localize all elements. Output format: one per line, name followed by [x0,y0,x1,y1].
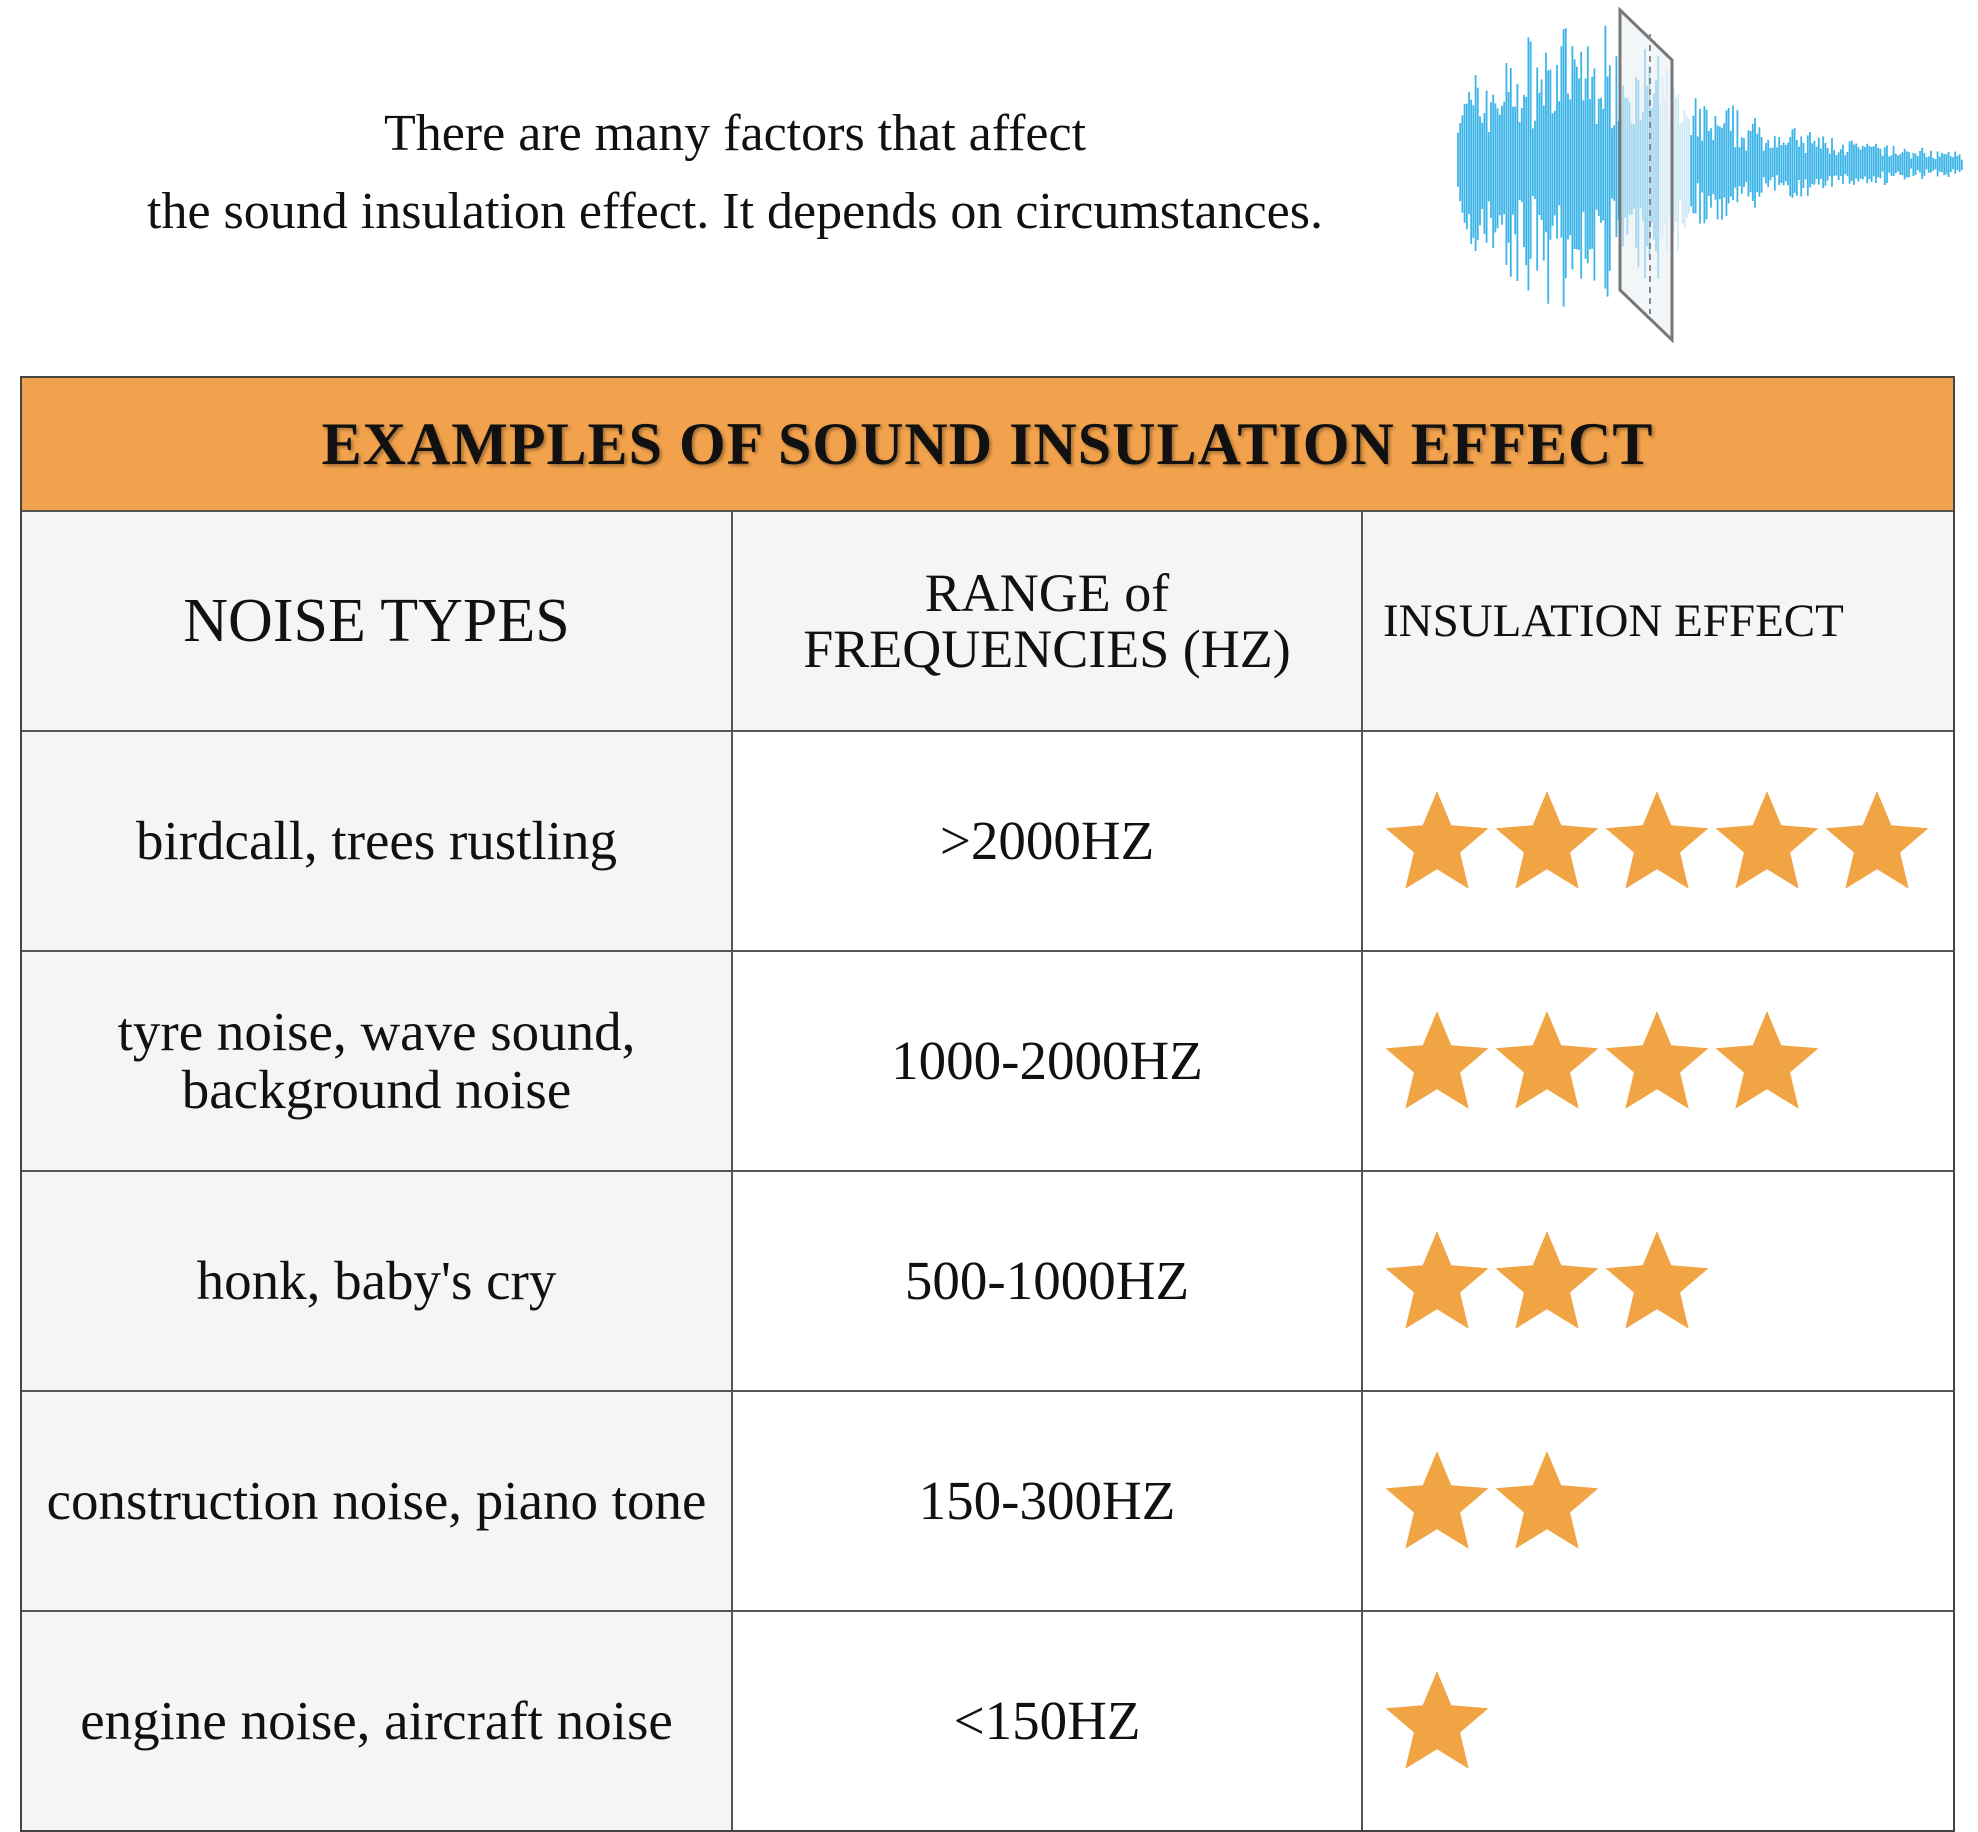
star [1385,1671,1489,1769]
insulation-effect [1363,1392,1971,1610]
insulation-effect [1363,732,1971,950]
table-row: construction noise, piano tone 150-300HZ [22,1392,1953,1612]
star [1715,1011,1819,1109]
glass-pane [1618,6,1674,344]
star [1385,791,1489,889]
star [1495,1011,1599,1109]
star-rating [1385,1451,1599,1549]
intro-line: the sound insulation effect. It depends … [147,183,1323,240]
frequency-range: >2000HZ [733,732,1363,950]
header-cell: INSULATION EFFECT [1363,512,1953,730]
insulation-effect [1363,1612,1971,1830]
star [1495,791,1599,889]
table: EXAMPLES OF SOUND INSULATION EFFECT NOIS… [20,376,1955,1832]
table-title: EXAMPLES OF SOUND INSULATION EFFECT [22,378,1953,512]
noise-type: honk, baby's cry [22,1172,733,1390]
frequency-range: 150-300HZ [733,1392,1363,1610]
star [1385,1451,1489,1549]
star-rating [1385,1231,1709,1329]
header-cell: RANGE of FREQUENCIES (HZ) [733,512,1363,730]
insulation-effect [1363,1172,1971,1390]
star [1385,1231,1489,1329]
star [1715,791,1819,889]
star [1495,1231,1599,1329]
star [1385,1011,1489,1109]
frequency-range: 1000-2000HZ [733,952,1363,1170]
table-row: tyre noise, wave sound, background noise… [22,952,1953,1172]
star-rating [1385,1671,1489,1769]
table-row: engine noise, aircraft noise <150HZ [22,1612,1953,1830]
star-rating [1385,1011,1819,1109]
star [1605,791,1709,889]
frequency-range: 500-1000HZ [733,1172,1363,1390]
sound-wave-illustration [1457,6,1963,344]
star [1605,1011,1709,1109]
noise-type: tyre noise, wave sound, background noise [22,952,733,1170]
noise-type: birdcall, trees rustling [22,732,733,950]
table-row: birdcall, trees rustling >2000HZ [22,732,1953,952]
intro-text: There are many factors that affect the s… [40,95,1430,251]
star [1825,791,1929,889]
frequency-range: <150HZ [733,1612,1363,1830]
star [1605,1231,1709,1329]
intro-line: There are many factors that affect [383,105,1087,162]
star [1495,1451,1599,1549]
header-cell: NOISE TYPES [22,512,733,730]
table-row: honk, baby's cry 500-1000HZ [22,1172,1953,1392]
star-rating [1385,791,1929,889]
noise-type: engine noise, aircraft noise [22,1612,733,1830]
header-row: NOISE TYPES RANGE of FREQUENCIES (HZ) IN… [22,512,1953,732]
noise-type: construction noise, piano tone [22,1392,733,1610]
insulation-effect [1363,952,1971,1170]
